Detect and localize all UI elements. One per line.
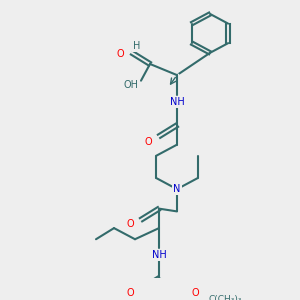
Text: C(CH₃)₃: C(CH₃)₃ (208, 295, 242, 300)
Text: O: O (127, 289, 134, 298)
Text: O: O (191, 289, 199, 298)
Text: NH: NH (152, 250, 166, 260)
Text: N: N (173, 184, 181, 194)
Text: O: O (145, 137, 152, 147)
Text: O: O (116, 49, 124, 59)
Text: H: H (133, 41, 140, 51)
Text: OH: OH (123, 80, 138, 90)
Text: O: O (127, 219, 134, 229)
Text: NH: NH (169, 97, 184, 106)
